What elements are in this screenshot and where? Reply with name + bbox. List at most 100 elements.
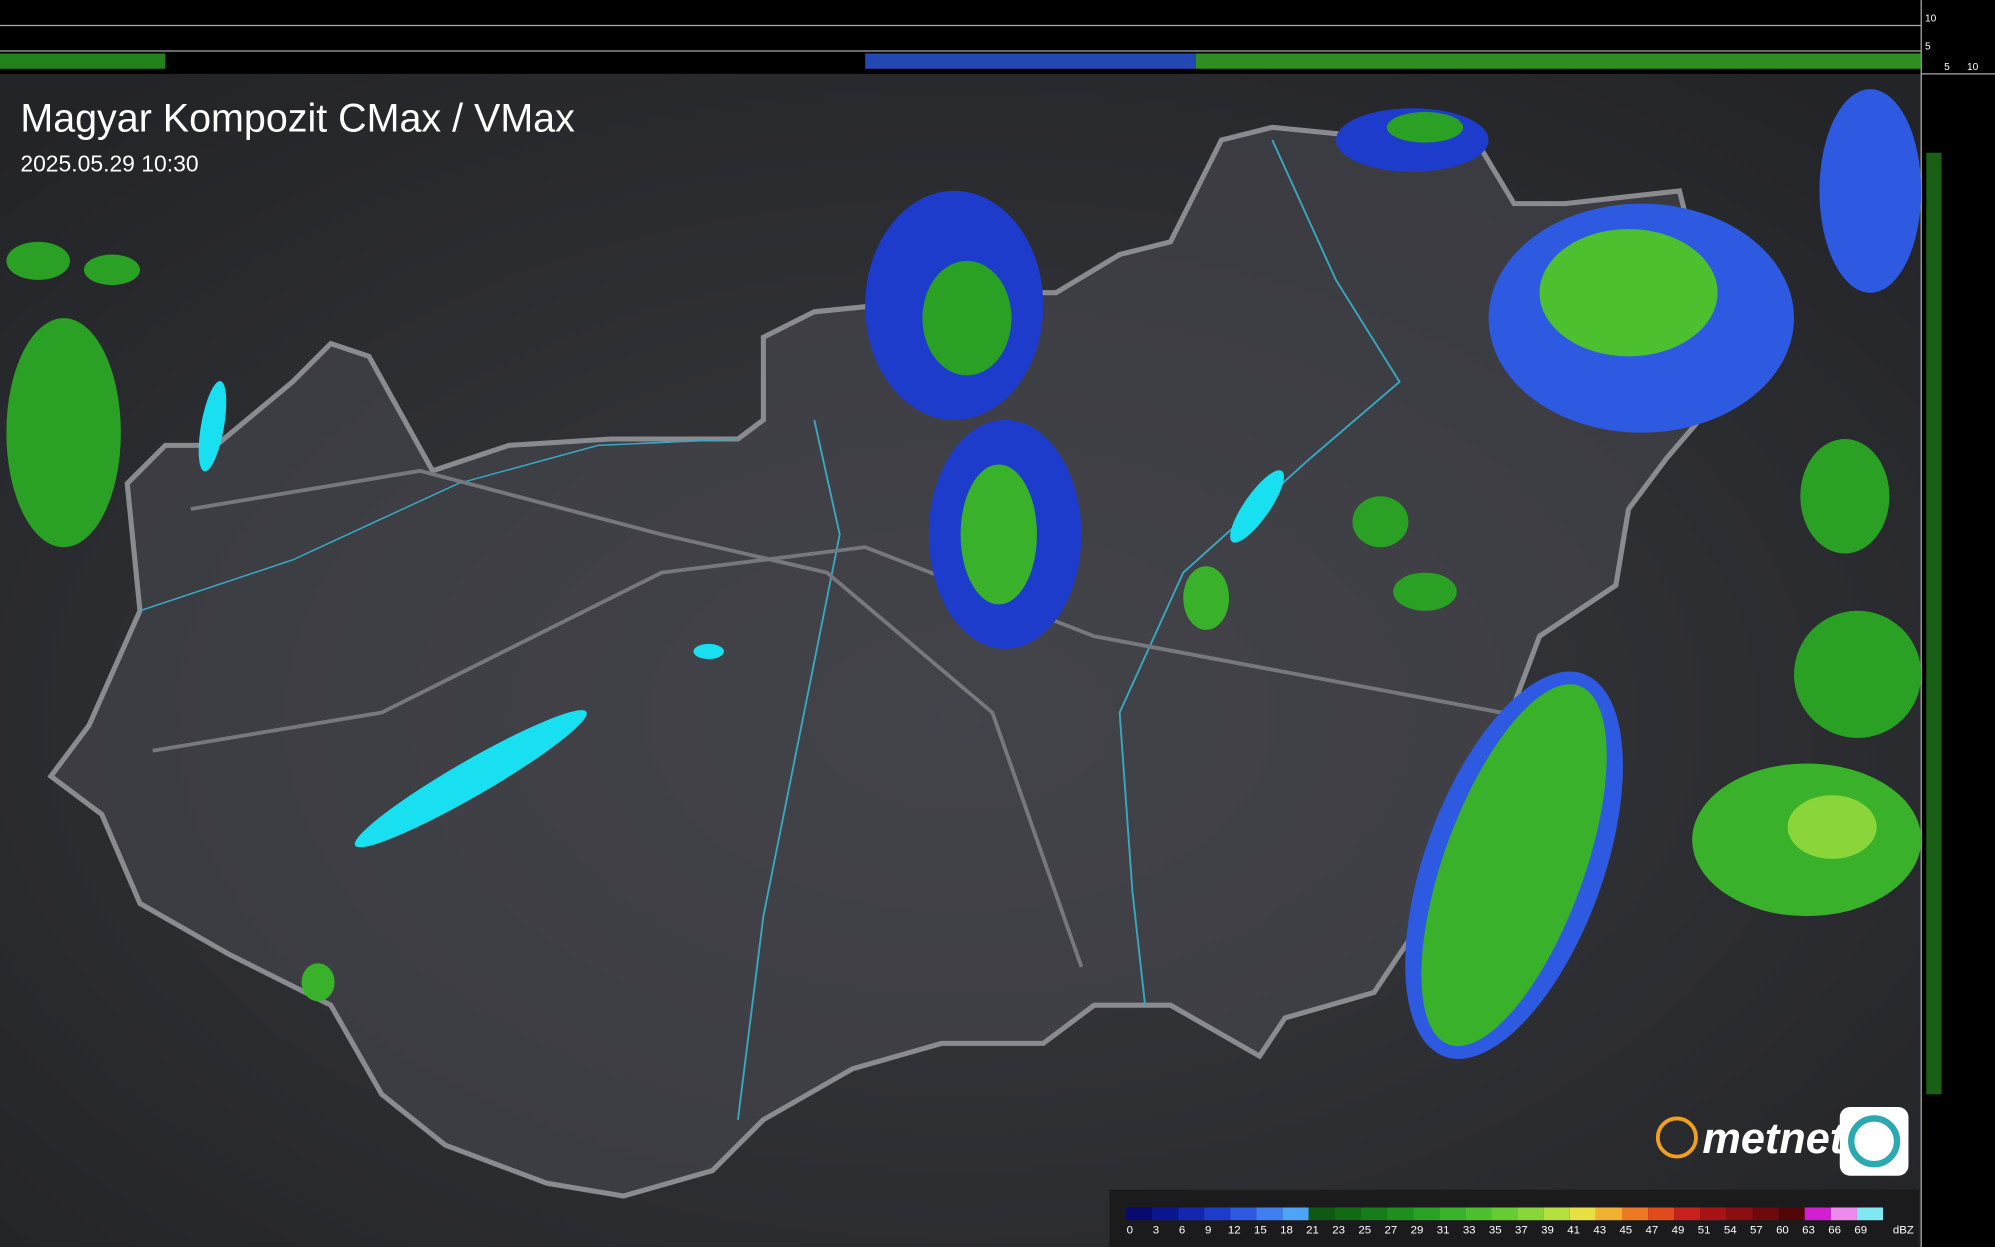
echo xyxy=(1393,572,1457,611)
echo xyxy=(1787,795,1877,859)
echo xyxy=(1819,89,1922,293)
legend-swatch xyxy=(1360,1207,1388,1221)
legend-swatch xyxy=(1752,1207,1779,1221)
legend-label: 54 xyxy=(1724,1224,1737,1236)
legend-swatch xyxy=(1152,1207,1179,1221)
legend-label: 21 xyxy=(1306,1224,1319,1236)
lake xyxy=(198,381,227,472)
legend-label: 45 xyxy=(1619,1224,1632,1236)
legend-swatch xyxy=(1256,1207,1283,1221)
legend-label: 41 xyxy=(1567,1224,1580,1236)
legend-swatch xyxy=(1700,1207,1727,1221)
legend-label: 66 xyxy=(1828,1224,1841,1236)
legend-label: 9 xyxy=(1205,1224,1211,1236)
logo: metnet xyxy=(1655,1106,1909,1176)
legend-swatch xyxy=(1804,1207,1831,1221)
legend-label: 18 xyxy=(1280,1224,1293,1236)
legend-swatch xyxy=(1126,1207,1153,1221)
echo xyxy=(922,260,1012,376)
river xyxy=(736,419,841,1120)
logo-swirl xyxy=(1848,1115,1901,1168)
top-strip-echo xyxy=(1195,53,1922,69)
legend-swatch xyxy=(1674,1207,1701,1221)
legend-swatch xyxy=(1491,1207,1518,1221)
legend-swatch xyxy=(1230,1207,1257,1221)
legend-label: 51 xyxy=(1698,1224,1711,1236)
logo-text: metnet xyxy=(1702,1115,1845,1163)
echo xyxy=(301,963,335,1002)
legend-label: 63 xyxy=(1802,1224,1815,1236)
echo xyxy=(1793,610,1922,739)
lake xyxy=(693,643,724,660)
legend-swatch xyxy=(1778,1207,1805,1221)
logo-sun xyxy=(1655,1116,1698,1159)
legend-swatch xyxy=(1387,1207,1414,1221)
legend-label: 37 xyxy=(1515,1224,1528,1236)
legend-swatch xyxy=(1308,1207,1335,1221)
legend-label: 60 xyxy=(1776,1224,1789,1236)
legend-label: 69 xyxy=(1854,1224,1867,1236)
legend-swatch xyxy=(1830,1207,1857,1221)
echo xyxy=(83,254,140,286)
timestamp: 2025.05.29 10:30 xyxy=(20,151,198,177)
echo xyxy=(6,241,70,280)
legend-swatch xyxy=(1178,1207,1205,1221)
side-tick: 10 xyxy=(1925,14,1937,25)
legend-label: 3 xyxy=(1153,1224,1159,1236)
legend-swatch xyxy=(1621,1207,1649,1221)
legend-swatch xyxy=(1595,1207,1622,1221)
legend-swatch xyxy=(1334,1207,1361,1221)
legend-label: 23 xyxy=(1332,1224,1345,1236)
echo xyxy=(6,318,121,548)
legend-swatch xyxy=(1569,1207,1596,1221)
legend-label: 49 xyxy=(1672,1224,1685,1236)
legend-label: 39 xyxy=(1541,1224,1554,1236)
legend-label: 57 xyxy=(1750,1224,1763,1236)
echo xyxy=(1800,439,1890,554)
legend-label: 0 xyxy=(1127,1224,1133,1236)
echo xyxy=(1352,496,1409,548)
legend-label: 29 xyxy=(1411,1224,1424,1236)
legend-label: 27 xyxy=(1384,1224,1397,1236)
legend-swatch xyxy=(1726,1207,1753,1221)
legend-swatch xyxy=(1282,1207,1309,1221)
legend-swatch xyxy=(1439,1207,1466,1221)
legend-label: 47 xyxy=(1646,1224,1659,1236)
side-tick: 10 xyxy=(1967,62,1979,73)
legend-label: 15 xyxy=(1254,1224,1267,1236)
river xyxy=(139,438,738,612)
legend-label: 33 xyxy=(1463,1224,1476,1236)
legend-swatch xyxy=(1413,1207,1440,1221)
legend-swatch xyxy=(1543,1207,1570,1221)
echo xyxy=(1183,566,1230,630)
legend-swatch xyxy=(1517,1207,1544,1221)
echo xyxy=(960,464,1037,605)
lake xyxy=(1230,470,1284,543)
legend-swatch xyxy=(1465,1207,1492,1221)
legend-swatch xyxy=(1856,1207,1884,1221)
legend-swatch xyxy=(1204,1207,1231,1221)
top-strip-echo xyxy=(865,53,1196,69)
legend-label: 43 xyxy=(1593,1224,1606,1236)
top-strip-echo xyxy=(0,53,166,69)
legend-unit: dBZ xyxy=(1893,1224,1914,1236)
echo xyxy=(1421,684,1607,1047)
legend-label: 6 xyxy=(1179,1224,1185,1236)
echo xyxy=(1386,112,1464,143)
road xyxy=(190,468,1084,968)
side-strip-echo xyxy=(1926,152,1942,1095)
legend-label: 25 xyxy=(1358,1224,1371,1236)
radar-echoes xyxy=(6,89,1922,1059)
legend-label: 12 xyxy=(1228,1224,1241,1236)
legend-label: 31 xyxy=(1437,1224,1450,1236)
legend-swatch xyxy=(1648,1207,1675,1221)
lake xyxy=(354,710,587,848)
echo xyxy=(1539,229,1718,357)
side-tick: 5 xyxy=(1944,62,1950,73)
legend: 0 3 6 9 12 15 18 21 23 25 27 29 31 33 35 37 39 41 43 45 47 49… xyxy=(1126,1207,1914,1236)
legend-label: 35 xyxy=(1489,1224,1502,1236)
side-tick: 5 xyxy=(1925,42,1931,53)
title: Magyar Kompozit CMax / VMax xyxy=(20,96,575,140)
